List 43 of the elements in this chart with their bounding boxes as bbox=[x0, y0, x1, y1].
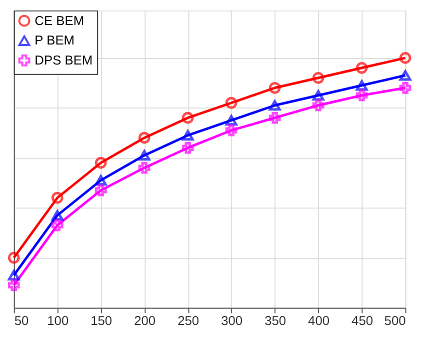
point bbox=[138, 150, 150, 161]
point bbox=[399, 52, 412, 64]
legend-label: P BEM bbox=[34, 32, 75, 48]
point bbox=[399, 70, 412, 81]
point bbox=[268, 82, 281, 94]
point bbox=[356, 89, 368, 102]
point bbox=[138, 132, 150, 144]
point bbox=[94, 156, 107, 169]
point bbox=[356, 80, 368, 91]
point bbox=[94, 174, 107, 186]
point bbox=[182, 142, 194, 154]
x-tick-label: 50 bbox=[14, 313, 29, 328]
point bbox=[51, 192, 64, 204]
point bbox=[225, 124, 238, 136]
x-tick-label: 100 bbox=[47, 313, 69, 328]
x-tick-label: 150 bbox=[90, 313, 112, 328]
x-tick-label: 200 bbox=[134, 313, 156, 328]
legend-label: CE BEM bbox=[34, 12, 84, 28]
point bbox=[94, 184, 107, 196]
point bbox=[356, 62, 368, 74]
point bbox=[51, 210, 64, 221]
point bbox=[268, 100, 281, 111]
point bbox=[182, 112, 194, 124]
point bbox=[268, 112, 281, 124]
point bbox=[225, 115, 238, 126]
point bbox=[312, 90, 324, 101]
x-tick-label: 250 bbox=[178, 313, 200, 328]
point bbox=[8, 279, 20, 292]
point bbox=[8, 252, 20, 264]
x-tick-label: 500 bbox=[384, 313, 406, 328]
point bbox=[8, 270, 20, 281]
point bbox=[399, 82, 412, 94]
point bbox=[225, 96, 238, 109]
point bbox=[312, 72, 324, 84]
x-tick-label: 450 bbox=[352, 313, 374, 328]
x-tick-label: 400 bbox=[308, 313, 330, 328]
point bbox=[312, 99, 324, 112]
x-tick-label: 350 bbox=[264, 313, 286, 328]
x-tick-label: 300 bbox=[221, 313, 243, 328]
point bbox=[138, 162, 150, 174]
point bbox=[182, 130, 194, 141]
point bbox=[51, 219, 64, 232]
legend-label: DPS BEM bbox=[34, 52, 93, 68]
